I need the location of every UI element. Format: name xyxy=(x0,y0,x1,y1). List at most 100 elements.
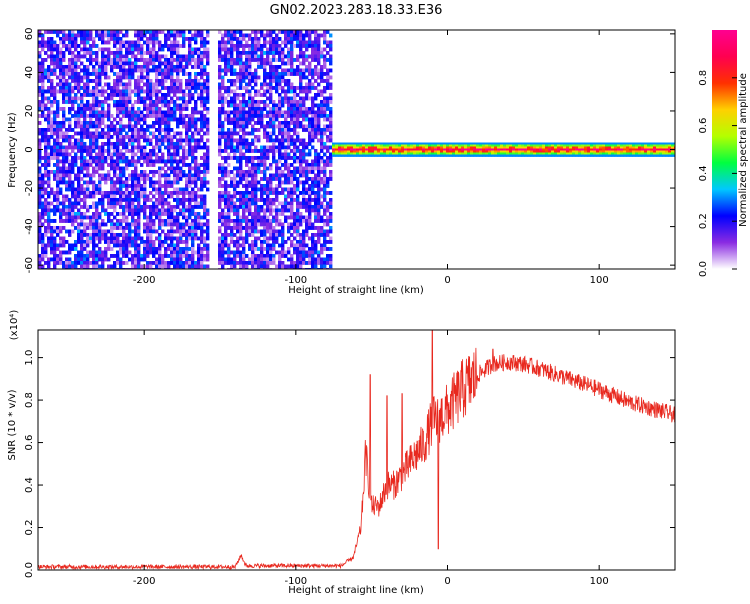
heatmap-cell xyxy=(284,128,288,132)
heatmap-cell xyxy=(98,121,102,125)
heatmap-cell xyxy=(239,261,243,265)
heatmap-cell xyxy=(227,128,231,132)
heatmap-cell xyxy=(125,68,129,73)
heatmap-cell xyxy=(56,89,60,94)
heatmap-cell xyxy=(44,58,48,62)
heatmap-cell xyxy=(278,212,282,216)
heatmap-cell xyxy=(182,159,186,164)
heatmap-cell xyxy=(248,68,252,73)
heatmap-cell xyxy=(176,149,180,153)
heatmap-cell xyxy=(140,152,144,157)
heatmap-cell xyxy=(329,205,333,209)
heatmap-cell xyxy=(98,184,102,188)
heatmap-cell xyxy=(281,61,285,66)
heatmap-cell xyxy=(284,149,288,153)
heatmap-cell xyxy=(47,138,51,143)
heatmap-cell xyxy=(164,33,168,38)
heatmap-cell xyxy=(68,47,72,52)
heatmap-cell xyxy=(221,236,225,241)
heatmap-cell xyxy=(233,37,237,41)
heatmap-cell xyxy=(89,250,93,255)
heatmap-cell xyxy=(185,254,189,258)
heatmap-cell xyxy=(311,100,315,104)
heatmap-cell xyxy=(182,240,186,244)
heatmap-cell xyxy=(110,61,114,66)
heatmap-cell xyxy=(68,163,72,167)
heatmap-cell xyxy=(323,110,327,115)
heatmap-cell xyxy=(38,145,42,150)
heatmap-cell xyxy=(71,128,75,132)
heatmap-cell xyxy=(110,229,114,234)
heatmap-cell xyxy=(239,173,243,178)
heatmap-cell xyxy=(353,148,357,151)
heatmap-cell xyxy=(95,187,99,192)
heatmap-cell xyxy=(161,44,165,48)
heatmap-cell xyxy=(299,191,303,195)
heatmap-cell xyxy=(194,184,198,188)
heatmap-cell xyxy=(44,254,48,258)
heatmap-cell xyxy=(191,261,195,265)
heatmap-cell xyxy=(113,100,117,104)
heatmap-cell xyxy=(149,79,153,83)
heatmap-cell xyxy=(185,233,189,237)
heatmap-cell xyxy=(305,107,309,111)
heatmap-cell xyxy=(62,54,66,59)
heatmap-cell xyxy=(368,154,372,157)
heatmap-cell xyxy=(317,212,321,216)
heatmap-cell xyxy=(68,86,72,90)
heatmap-cell xyxy=(113,40,117,45)
heatmap-cell xyxy=(248,243,252,248)
heatmap-cell xyxy=(89,114,93,118)
heatmap-cell xyxy=(227,54,231,59)
heatmap-cell xyxy=(68,180,72,185)
heatmap-cell xyxy=(125,191,129,195)
heatmap-cell xyxy=(308,131,312,136)
heatmap-cell xyxy=(101,233,105,237)
heatmap-cell xyxy=(311,68,315,73)
heatmap-cell xyxy=(200,65,204,69)
heatmap-cell xyxy=(134,117,138,122)
heatmap-cell xyxy=(137,250,141,255)
heatmap-cell xyxy=(281,163,285,167)
heatmap-cell xyxy=(302,180,306,185)
heatmap-cell xyxy=(191,110,195,115)
heatmap-cell xyxy=(302,40,306,45)
heatmap-cell xyxy=(302,156,306,160)
heatmap-cell xyxy=(296,100,300,104)
heatmap-cell xyxy=(224,229,228,234)
heatmap-cell xyxy=(245,149,249,153)
heatmap-cell xyxy=(182,156,186,160)
heatmap-cell xyxy=(302,138,306,143)
heatmap-cell xyxy=(224,226,228,230)
heatmap-cell xyxy=(101,152,105,157)
heatmap-cell xyxy=(299,51,303,55)
heatmap-cell xyxy=(53,138,57,143)
heatmap-cell xyxy=(122,261,126,265)
heatmap-cell xyxy=(77,236,81,241)
heatmap-cell xyxy=(230,177,234,181)
heatmap-cell xyxy=(203,229,207,234)
heatmap-cell xyxy=(200,240,204,244)
heatmap-cell xyxy=(71,149,75,153)
heatmap-cell xyxy=(221,121,225,125)
heatmap-cell xyxy=(245,191,249,195)
heatmap-cell xyxy=(329,44,333,48)
heatmap-cell xyxy=(230,47,234,52)
heatmap-cell xyxy=(182,103,186,108)
heatmap-cell xyxy=(80,149,84,153)
heatmap-cell xyxy=(182,124,186,129)
heatmap-cell xyxy=(314,173,318,178)
heatmap-cell xyxy=(71,180,75,185)
heatmap-cell xyxy=(278,93,282,97)
heatmap-cell xyxy=(170,79,174,83)
heatmap-cell xyxy=(110,121,114,125)
heatmap-cell xyxy=(275,107,279,111)
heatmap-cell xyxy=(143,121,147,125)
heatmap-cell xyxy=(134,205,138,209)
heatmap-cell xyxy=(329,117,333,122)
heatmap-cell xyxy=(260,47,264,52)
heatmap-cell xyxy=(305,208,309,213)
heatmap-cell xyxy=(158,191,162,195)
heatmap-cell xyxy=(122,44,126,48)
heatmap-cell xyxy=(95,110,99,115)
